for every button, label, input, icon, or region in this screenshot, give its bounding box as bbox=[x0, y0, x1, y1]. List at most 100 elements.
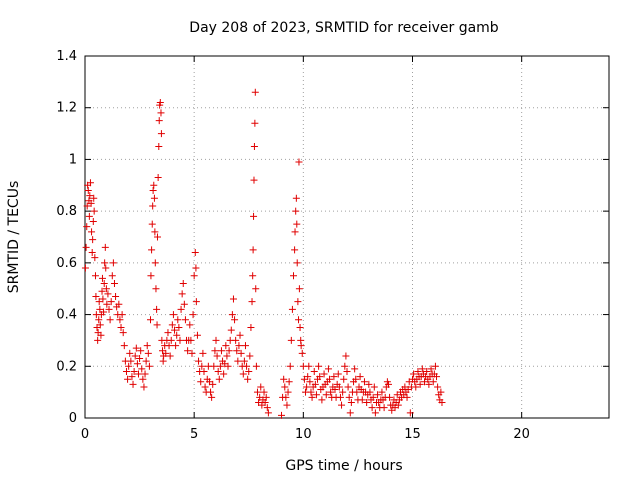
data-point bbox=[86, 179, 94, 187]
data-point bbox=[154, 174, 162, 182]
data-point bbox=[285, 378, 293, 386]
data-point bbox=[191, 249, 199, 257]
data-point bbox=[240, 357, 248, 365]
data-point bbox=[105, 305, 113, 313]
data-point bbox=[370, 383, 378, 391]
data-point bbox=[143, 342, 151, 350]
data-point bbox=[233, 347, 241, 355]
data-point bbox=[118, 311, 126, 319]
data-point bbox=[406, 409, 414, 417]
data-point bbox=[136, 355, 144, 363]
data-point bbox=[223, 352, 231, 360]
data-point bbox=[296, 324, 304, 331]
data-point bbox=[384, 380, 392, 388]
data-point bbox=[119, 329, 127, 337]
data-point bbox=[366, 388, 374, 396]
data-point bbox=[427, 365, 435, 373]
data-point bbox=[363, 398, 371, 406]
data-point bbox=[351, 365, 359, 373]
data-point bbox=[134, 370, 142, 378]
y-tick-label: 0.2 bbox=[56, 359, 77, 374]
data-point bbox=[431, 362, 439, 370]
data-point bbox=[192, 264, 200, 272]
data-point bbox=[81, 264, 89, 272]
data-point bbox=[304, 373, 312, 381]
data-point bbox=[414, 367, 422, 375]
data-point bbox=[306, 378, 314, 386]
data-point bbox=[83, 223, 91, 231]
data-point bbox=[169, 311, 177, 319]
data-point bbox=[150, 181, 158, 189]
y-axis-label: SRMTID / TECUs bbox=[6, 181, 22, 294]
data-point bbox=[425, 380, 433, 388]
data-point bbox=[227, 326, 235, 334]
data-point bbox=[293, 259, 301, 267]
data-point bbox=[144, 349, 152, 357]
data-point bbox=[112, 292, 120, 300]
data-point bbox=[294, 298, 302, 306]
data-point bbox=[122, 367, 130, 375]
data-point bbox=[89, 236, 97, 244]
data-point bbox=[88, 249, 96, 257]
data-point bbox=[220, 370, 228, 378]
data-point bbox=[130, 367, 138, 375]
data-point bbox=[179, 280, 187, 288]
data-point bbox=[352, 375, 360, 383]
data-point bbox=[131, 352, 139, 360]
data-point bbox=[338, 401, 346, 409]
data-point bbox=[252, 285, 260, 293]
y-tick-label: 0 bbox=[69, 411, 77, 426]
data-point bbox=[171, 326, 179, 334]
data-point bbox=[215, 375, 223, 383]
data-point bbox=[231, 316, 239, 324]
data-point bbox=[298, 349, 306, 357]
data-point bbox=[109, 259, 117, 267]
data-point bbox=[283, 401, 291, 409]
y-tick-label: 1 bbox=[69, 152, 77, 167]
data-point bbox=[429, 378, 437, 386]
data-point bbox=[365, 380, 373, 388]
data-point bbox=[156, 99, 164, 107]
data-point bbox=[87, 199, 95, 207]
data-point bbox=[403, 393, 411, 401]
data-point bbox=[264, 409, 272, 417]
data-point bbox=[239, 370, 247, 378]
data-point bbox=[145, 362, 153, 370]
data-point bbox=[343, 367, 351, 375]
data-point bbox=[100, 308, 108, 316]
data-point bbox=[197, 378, 205, 386]
data-point bbox=[155, 143, 163, 150]
data-point bbox=[101, 243, 109, 251]
data-point bbox=[110, 280, 118, 288]
data-point bbox=[340, 375, 348, 383]
data-point bbox=[344, 383, 352, 391]
data-point bbox=[151, 259, 159, 267]
data-point bbox=[284, 388, 292, 396]
data-point bbox=[141, 370, 149, 378]
data-point bbox=[244, 375, 252, 383]
data-point bbox=[142, 357, 150, 365]
data-point bbox=[308, 393, 316, 401]
y-tick-label: 0.8 bbox=[56, 204, 77, 219]
data-point bbox=[147, 316, 154, 324]
data-point bbox=[133, 360, 141, 368]
data-point bbox=[293, 220, 301, 228]
data-point bbox=[155, 117, 163, 125]
data-point bbox=[339, 388, 347, 396]
data-point bbox=[237, 349, 245, 357]
data-point bbox=[438, 398, 446, 406]
data-point bbox=[290, 272, 298, 280]
data-point bbox=[178, 290, 186, 298]
data-point bbox=[200, 367, 208, 375]
data-point bbox=[137, 347, 145, 355]
data-point bbox=[249, 272, 257, 280]
data-point bbox=[95, 316, 103, 324]
y-tick-label: 1.2 bbox=[56, 101, 77, 116]
data-point bbox=[103, 300, 111, 308]
data-point bbox=[83, 202, 91, 210]
data-point bbox=[358, 396, 366, 404]
y-tick-label: 0.4 bbox=[56, 308, 77, 323]
data-point bbox=[263, 404, 271, 412]
data-point bbox=[175, 324, 183, 331]
